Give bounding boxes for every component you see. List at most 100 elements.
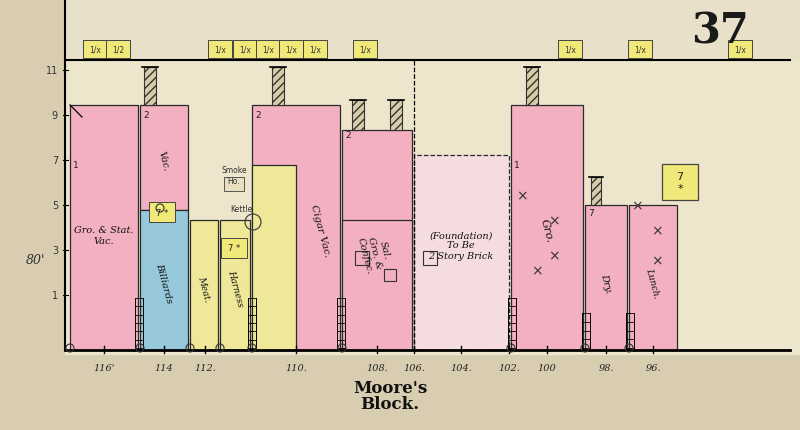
Bar	[208, 41, 232, 59]
Text: Moore's: Moore's	[353, 380, 427, 396]
Text: 80': 80'	[26, 254, 45, 267]
Bar	[279, 41, 303, 59]
Bar	[83, 41, 107, 59]
Bar	[303, 41, 327, 59]
Bar	[384, 269, 396, 281]
Bar	[352, 101, 364, 131]
Text: 100: 100	[538, 364, 556, 373]
Bar	[558, 41, 582, 59]
Text: Cigar Vac.: Cigar Vac.	[309, 203, 331, 258]
Text: 1/x: 1/x	[239, 46, 251, 54]
Bar	[591, 178, 601, 206]
Text: ×: ×	[548, 249, 560, 262]
Bar	[628, 41, 652, 59]
Bar	[70, 106, 138, 350]
Bar	[414, 156, 509, 350]
Bar	[272, 68, 284, 106]
Text: 7
*: 7 *	[677, 172, 683, 194]
Text: 1/x: 1/x	[564, 46, 576, 54]
Bar	[65, 36, 800, 355]
Bar	[221, 239, 247, 258]
Text: 98.: 98.	[598, 364, 614, 373]
Text: ×: ×	[548, 214, 560, 227]
Bar	[511, 106, 583, 350]
Bar	[585, 206, 627, 350]
Text: 110.: 110.	[285, 364, 307, 373]
Bar	[224, 178, 244, 191]
Text: 1: 1	[52, 290, 58, 300]
Text: 7: 7	[52, 156, 58, 166]
Text: Dry.: Dry.	[599, 272, 613, 293]
Text: 1/x: 1/x	[89, 46, 101, 54]
Text: ×: ×	[651, 224, 663, 237]
Text: ×: ×	[631, 199, 643, 212]
Text: 112.: 112.	[194, 364, 216, 373]
Bar	[190, 221, 218, 350]
Bar	[65, 0, 800, 61]
Bar	[252, 106, 340, 350]
Text: 1/x: 1/x	[634, 46, 646, 54]
Text: Billiards: Billiards	[154, 261, 174, 304]
Bar	[140, 106, 188, 211]
Bar	[149, 203, 175, 222]
Text: 11: 11	[46, 66, 58, 76]
Bar	[629, 206, 677, 350]
Text: 102.: 102.	[498, 364, 520, 373]
Text: Gro.: Gro.	[539, 218, 555, 243]
Text: 37: 37	[691, 10, 749, 52]
Text: Vac.: Vac.	[157, 150, 171, 172]
Text: 2: 2	[345, 131, 350, 140]
Text: 7 *: 7 *	[156, 208, 168, 217]
Text: 2: 2	[143, 110, 149, 119]
Text: 1/x: 1/x	[285, 46, 297, 54]
Text: Lunch.: Lunch.	[645, 266, 662, 298]
Bar	[342, 131, 412, 350]
Bar	[233, 41, 257, 59]
Text: 9: 9	[52, 111, 58, 121]
Bar	[390, 101, 402, 131]
Bar	[423, 252, 437, 265]
Text: ×: ×	[531, 264, 543, 277]
Text: 1: 1	[73, 161, 78, 170]
Bar	[342, 221, 412, 350]
Text: 116': 116'	[94, 364, 114, 373]
Text: 1/x: 1/x	[734, 46, 746, 54]
Bar	[526, 68, 538, 106]
Bar	[728, 41, 752, 59]
Text: 106.: 106.	[403, 364, 425, 373]
Text: Smoke
Ho.: Smoke Ho.	[221, 166, 247, 185]
Text: Block.: Block.	[361, 396, 419, 412]
Text: 1/x: 1/x	[309, 46, 321, 54]
Text: 104.: 104.	[450, 364, 472, 373]
Text: 114: 114	[154, 364, 174, 373]
Bar	[353, 41, 377, 59]
Text: Kettle: Kettle	[230, 204, 252, 213]
Bar	[252, 166, 296, 350]
Bar	[140, 211, 188, 350]
Text: Sal.
Gro. &
Confec.: Sal. Gro. & Confec.	[356, 230, 394, 274]
Bar	[144, 68, 156, 106]
Bar	[220, 221, 250, 350]
Text: 1/2: 1/2	[112, 46, 124, 54]
Text: Meat.: Meat.	[196, 274, 212, 302]
Text: 7: 7	[588, 208, 594, 217]
Text: 108.: 108.	[366, 364, 388, 373]
Text: 3: 3	[52, 246, 58, 255]
Text: 5: 5	[52, 200, 58, 211]
Bar	[662, 165, 698, 200]
Bar	[106, 41, 130, 59]
Text: 7 *: 7 *	[228, 244, 240, 253]
Text: ×: ×	[516, 189, 528, 203]
Text: Harness: Harness	[226, 269, 244, 308]
Text: Gro. & Stat.
Vac.: Gro. & Stat. Vac.	[74, 226, 134, 245]
Text: 1/x: 1/x	[262, 46, 274, 54]
Text: ×: ×	[651, 253, 663, 267]
Bar	[256, 41, 280, 59]
Text: 1/x: 1/x	[359, 46, 371, 54]
Text: 2: 2	[255, 110, 261, 119]
Text: 1: 1	[514, 161, 520, 170]
Bar	[355, 252, 369, 265]
Text: 1/x: 1/x	[214, 46, 226, 54]
Text: 96.: 96.	[645, 364, 661, 373]
Text: (Foundation)
To Be
2 Story Brick: (Foundation) To Be 2 Story Brick	[428, 230, 494, 260]
